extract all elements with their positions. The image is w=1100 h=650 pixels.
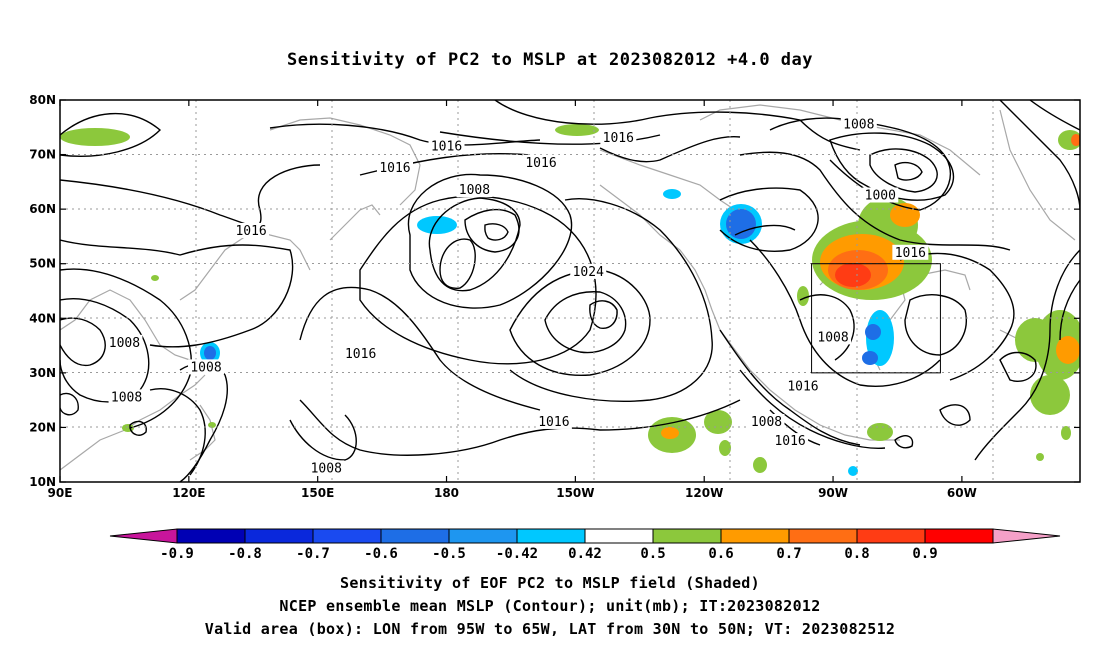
lon-tick-label: 60W xyxy=(947,486,977,500)
lon-tick-label: 90E xyxy=(48,486,73,500)
colorbar: -0.9 -0.8 -0.7 -0.6 -0.5 -0.42 0.42 0.5 0.6 0.7 0.… xyxy=(109,528,1061,562)
colorbar-label: -0.42 xyxy=(496,546,538,562)
colorbar-label: 0.42 xyxy=(568,546,602,562)
plot-frame xyxy=(59,99,1081,483)
mslp-contours xyxy=(60,100,1080,482)
caption-valid-area: Valid area (box): LON from 95W to 65W, L… xyxy=(204,620,896,638)
contour-label: 1016 xyxy=(345,347,376,362)
colorbar-label: -0.5 xyxy=(432,546,466,562)
contour-label-bg xyxy=(233,222,270,238)
contour-label: 1008 xyxy=(459,183,490,198)
lat-tick-label: 60N xyxy=(29,202,56,216)
colorbar-segment xyxy=(176,528,246,544)
colorbar-segment xyxy=(312,528,382,544)
contour-label: 1008 xyxy=(190,360,221,375)
contour-label-bg xyxy=(570,263,607,279)
colorbar-arrow-left xyxy=(109,528,178,544)
contour-label-bg xyxy=(772,433,809,449)
colorbar-label: 0.9 xyxy=(912,546,937,562)
contour-label: 1016 xyxy=(538,415,569,430)
contour-label: 1008 xyxy=(109,336,140,351)
contour-label-bg xyxy=(188,359,225,375)
contour-label-bg xyxy=(308,460,345,476)
contour-label: 1008 xyxy=(751,415,782,430)
caption-contour: NCEP ensemble mean MSLP (Contour); unit(… xyxy=(279,597,821,615)
contour-label: 1016 xyxy=(774,434,805,449)
contour-label: 1016 xyxy=(787,380,818,395)
contour-label-bg xyxy=(456,182,493,198)
contour-label-bg xyxy=(428,138,465,154)
colorbar-label: -0.9 xyxy=(160,546,194,562)
contour-label-bg xyxy=(815,329,852,345)
contour-label: 1016 xyxy=(525,156,556,171)
sensitivity-shading xyxy=(60,124,1080,476)
colorbar-segment xyxy=(856,528,926,544)
contour-label: 1024 xyxy=(573,265,604,280)
contour-label-bg xyxy=(840,116,877,132)
contour-label-bg xyxy=(748,413,785,429)
contour-label-bg xyxy=(600,130,637,146)
lat-tick-label: 40N xyxy=(29,311,56,325)
contour-label: 1016 xyxy=(603,131,634,146)
chart-title: Sensitivity of PC2 to MSLP at 2023082012… xyxy=(286,50,813,70)
contour-label: 1000 xyxy=(865,189,896,204)
contour-label: 1008 xyxy=(111,390,142,405)
lon-tick-label: 150W xyxy=(556,486,594,500)
lat-tick-label: 30N xyxy=(29,366,56,380)
contour-label-bg xyxy=(342,345,379,361)
contour-label: 1008 xyxy=(311,461,342,476)
colorbar-segment xyxy=(516,528,586,544)
colorbar-label: -0.6 xyxy=(364,546,398,562)
lat-tick-label: 70N xyxy=(29,148,56,162)
lon-tick-label: 120E xyxy=(172,486,205,500)
lat-tick-label: 50N xyxy=(29,257,56,271)
lat-tick-label: 80N xyxy=(29,93,56,107)
caption-shaded: Sensitivity of EOF PC2 to MSLP field (Sh… xyxy=(340,574,760,592)
colorbar-segment xyxy=(652,528,722,544)
colorbar-label: 0.5 xyxy=(640,546,665,562)
colorbar-segment xyxy=(380,528,450,544)
lon-tick-label: 150E xyxy=(301,486,334,500)
lat-tick-label: 20N xyxy=(29,420,56,434)
colorbar-segment xyxy=(924,528,994,544)
colorbar-arrow-right xyxy=(992,528,1061,544)
contour-label-bg xyxy=(376,160,413,176)
colorbar-segment xyxy=(244,528,314,544)
contour-label-bg xyxy=(108,389,145,405)
contour-labels: 1016 1016 1016 1016 1008 1000 1008 1016 1024 1016… xyxy=(106,116,929,476)
contour-label-bg xyxy=(892,244,929,260)
colorbar-label: -0.8 xyxy=(228,546,262,562)
colorbar-segment xyxy=(584,528,654,544)
colorbar-segment xyxy=(448,528,518,544)
lon-tick-label: 120W xyxy=(685,486,723,500)
contour-label-bg xyxy=(784,378,821,394)
contour-label-bg xyxy=(106,334,143,350)
contour-label-bg xyxy=(523,154,560,170)
contour-label-bg xyxy=(862,187,899,203)
gridlines xyxy=(60,100,1080,482)
contour-label: 1016 xyxy=(379,161,410,176)
colorbar-label: 0.8 xyxy=(844,546,869,562)
lon-tick-label: 180 xyxy=(434,486,459,500)
lon-tick-label: 90W xyxy=(818,486,848,500)
colorbar-label: -0.7 xyxy=(296,546,330,562)
contour-label: 1016 xyxy=(235,224,266,239)
colorbar-label: 0.7 xyxy=(776,546,801,562)
colorbar-segment xyxy=(720,528,790,544)
contour-label: 1008 xyxy=(817,330,848,345)
contour-label: 1016 xyxy=(431,139,462,154)
colorbar-label: 0.6 xyxy=(708,546,733,562)
contour-label: 1016 xyxy=(895,246,926,261)
valid-area-box xyxy=(811,263,941,374)
lat-tick-label: 10N xyxy=(29,475,56,489)
lon-axis: 90E 120E 150E 180 150W 120W 90W 60W xyxy=(48,100,977,500)
contour-label: 1008 xyxy=(843,118,874,133)
contour-label-bg xyxy=(535,413,572,429)
lat-axis: 80N 70N 60N 50N 40N 30N 20N 10N xyxy=(29,93,1080,489)
colorbar-segment xyxy=(788,528,858,544)
